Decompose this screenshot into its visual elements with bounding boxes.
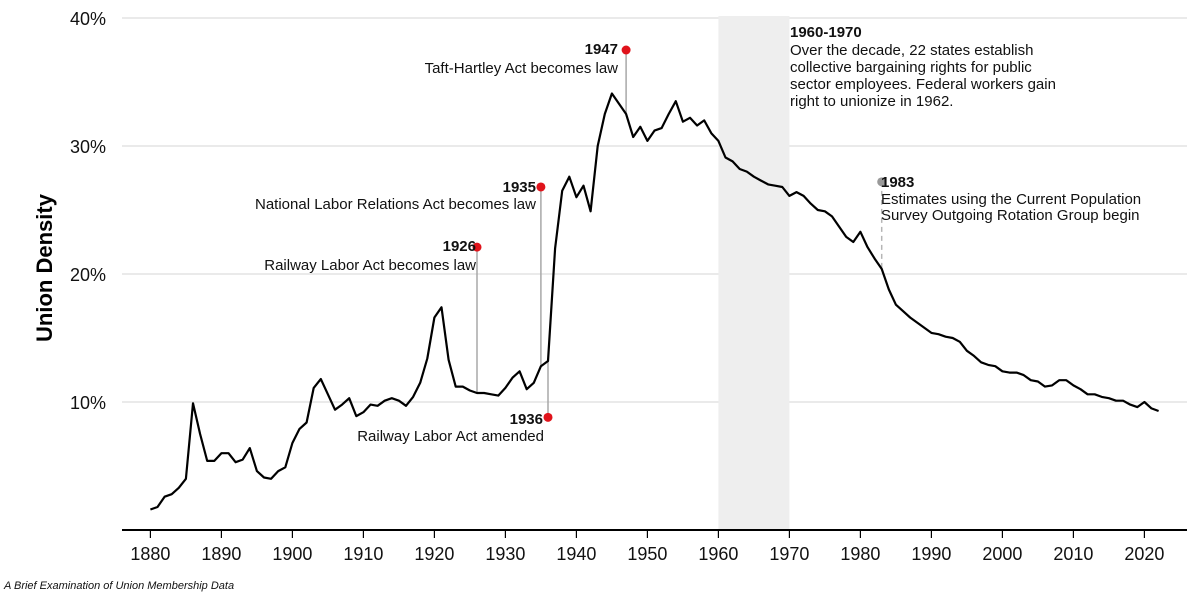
annotation-1936-text: Railway Labor Act amended [357, 428, 544, 445]
caption: A Brief Examination of Union Membership … [4, 580, 235, 592]
annotation-1983-text-line2: Survey Outgoing Rotation Group begin [881, 207, 1140, 224]
marker-1926 [472, 242, 482, 252]
y-tick-label: 30% [70, 137, 106, 157]
period-note-line3: sector employees. Federal workers gain [790, 76, 1056, 93]
y-axis-ticks: 10% 20% 30% 40% [70, 9, 106, 413]
x-tick-label: 1940 [556, 544, 596, 564]
y-tick-label: 20% [70, 265, 106, 285]
marker-1983 [877, 177, 887, 187]
annotation-1935-text: National Labor Relations Act becomes law [255, 196, 536, 213]
x-tick-label: 1880 [130, 544, 170, 564]
period-note-line1: Over the decade, 22 states establish [790, 42, 1033, 59]
x-tick-label: 2020 [1124, 544, 1164, 564]
annotation-1926-text: Railway Labor Act becomes law [264, 257, 476, 274]
shaded-region-1960-1970 [718, 16, 790, 530]
x-tick-label: 1910 [343, 544, 383, 564]
y-tick-label: 10% [70, 393, 106, 413]
annotation-1983-text-line1: Estimates using the Current Population [881, 191, 1141, 208]
annotation-1947-year: 1947 [585, 41, 618, 58]
x-tick-label: 1890 [201, 544, 241, 564]
period-note-line4: right to unionize in 1962. [790, 93, 953, 110]
annotation-leader-lines [476, 50, 883, 418]
annotation-1983-year: 1983 [881, 174, 914, 191]
x-axis-ticks: 1880 1890 1900 1910 1920 1930 1940 1950 1960 1970… [130, 530, 1164, 564]
marker-1947 [621, 45, 631, 55]
annotation-1935-year: 1935 [503, 179, 536, 196]
x-tick-label: 1930 [485, 544, 525, 564]
x-tick-label: 2000 [982, 544, 1022, 564]
marker-1935 [536, 182, 546, 192]
annotation-1926-year: 1926 [443, 238, 476, 255]
x-tick-label: 1990 [911, 544, 951, 564]
gridlines [122, 17, 1187, 403]
y-axis-label: Union Density [32, 193, 57, 342]
period-note-line2: collective bargaining rights for public [790, 59, 1032, 76]
period-note-title: 1960-1970 [790, 24, 862, 41]
x-tick-label: 1950 [627, 544, 667, 564]
x-tick-label: 1900 [272, 544, 312, 564]
x-tick-label: 1920 [414, 544, 454, 564]
y-tick-label: 40% [70, 9, 106, 29]
x-tick-label: 1980 [840, 544, 880, 564]
annotation-markers [472, 45, 887, 422]
x-tick-label: 1970 [769, 544, 809, 564]
annotation-1936-year: 1936 [510, 411, 543, 428]
x-tick-label: 2010 [1053, 544, 1093, 564]
marker-1936 [543, 412, 553, 422]
annotation-1947-text: Taft-Hartley Act becomes law [425, 60, 619, 77]
union-density-line [150, 92, 1159, 511]
x-tick-label: 1960 [698, 544, 738, 564]
